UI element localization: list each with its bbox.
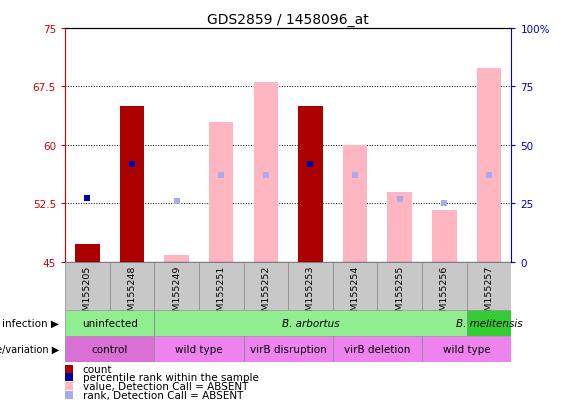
- Bar: [388, 192, 412, 262]
- Bar: [432, 211, 457, 262]
- Text: GSM155205: GSM155205: [83, 265, 92, 322]
- Bar: [244, 336, 333, 362]
- Text: count: count: [83, 364, 112, 374]
- Text: value, Detection Call = ABSENT: value, Detection Call = ABSENT: [83, 381, 248, 391]
- Bar: [154, 262, 199, 310]
- Bar: [467, 262, 511, 310]
- Title: GDS2859 / 1458096_at: GDS2859 / 1458096_at: [207, 12, 369, 26]
- Bar: [154, 310, 467, 336]
- Bar: [164, 255, 189, 262]
- Bar: [254, 83, 278, 262]
- Text: GSM155252: GSM155252: [262, 265, 270, 322]
- Bar: [65, 310, 154, 336]
- Text: GSM155248: GSM155248: [128, 265, 136, 322]
- Text: virB deletion: virB deletion: [344, 344, 411, 354]
- Bar: [343, 146, 367, 262]
- Text: GSM155253: GSM155253: [306, 265, 315, 322]
- Bar: [422, 262, 467, 310]
- Text: wild type: wild type: [443, 344, 490, 354]
- Text: GSM155256: GSM155256: [440, 265, 449, 322]
- Text: B. arbortus: B. arbortus: [282, 318, 339, 328]
- Bar: [333, 262, 377, 310]
- Text: percentile rank within the sample: percentile rank within the sample: [83, 373, 259, 382]
- Text: B. melitensis: B. melitensis: [456, 318, 522, 328]
- Text: GSM155254: GSM155254: [351, 265, 359, 322]
- Bar: [288, 262, 333, 310]
- Text: GSM155251: GSM155251: [217, 265, 225, 322]
- Text: uninfected: uninfected: [82, 318, 137, 328]
- Bar: [298, 107, 323, 262]
- Text: control: control: [92, 344, 128, 354]
- Text: GSM155255: GSM155255: [396, 265, 404, 322]
- Text: infection ▶: infection ▶: [2, 318, 59, 328]
- Text: GSM155249: GSM155249: [172, 265, 181, 322]
- Text: GSM155257: GSM155257: [485, 265, 493, 322]
- Bar: [477, 69, 501, 262]
- Text: virB disruption: virB disruption: [250, 344, 327, 354]
- Text: wild type: wild type: [175, 344, 223, 354]
- Bar: [75, 244, 99, 262]
- Bar: [333, 336, 422, 362]
- Text: genotype/variation ▶: genotype/variation ▶: [0, 344, 59, 354]
- Text: rank, Detection Call = ABSENT: rank, Detection Call = ABSENT: [83, 390, 243, 400]
- Bar: [209, 122, 233, 262]
- Bar: [154, 336, 244, 362]
- Bar: [65, 262, 110, 310]
- Bar: [65, 336, 154, 362]
- Bar: [244, 262, 288, 310]
- Bar: [422, 336, 511, 362]
- Bar: [467, 310, 511, 336]
- Bar: [377, 262, 422, 310]
- Bar: [199, 262, 244, 310]
- Bar: [110, 262, 154, 310]
- Bar: [120, 107, 144, 262]
